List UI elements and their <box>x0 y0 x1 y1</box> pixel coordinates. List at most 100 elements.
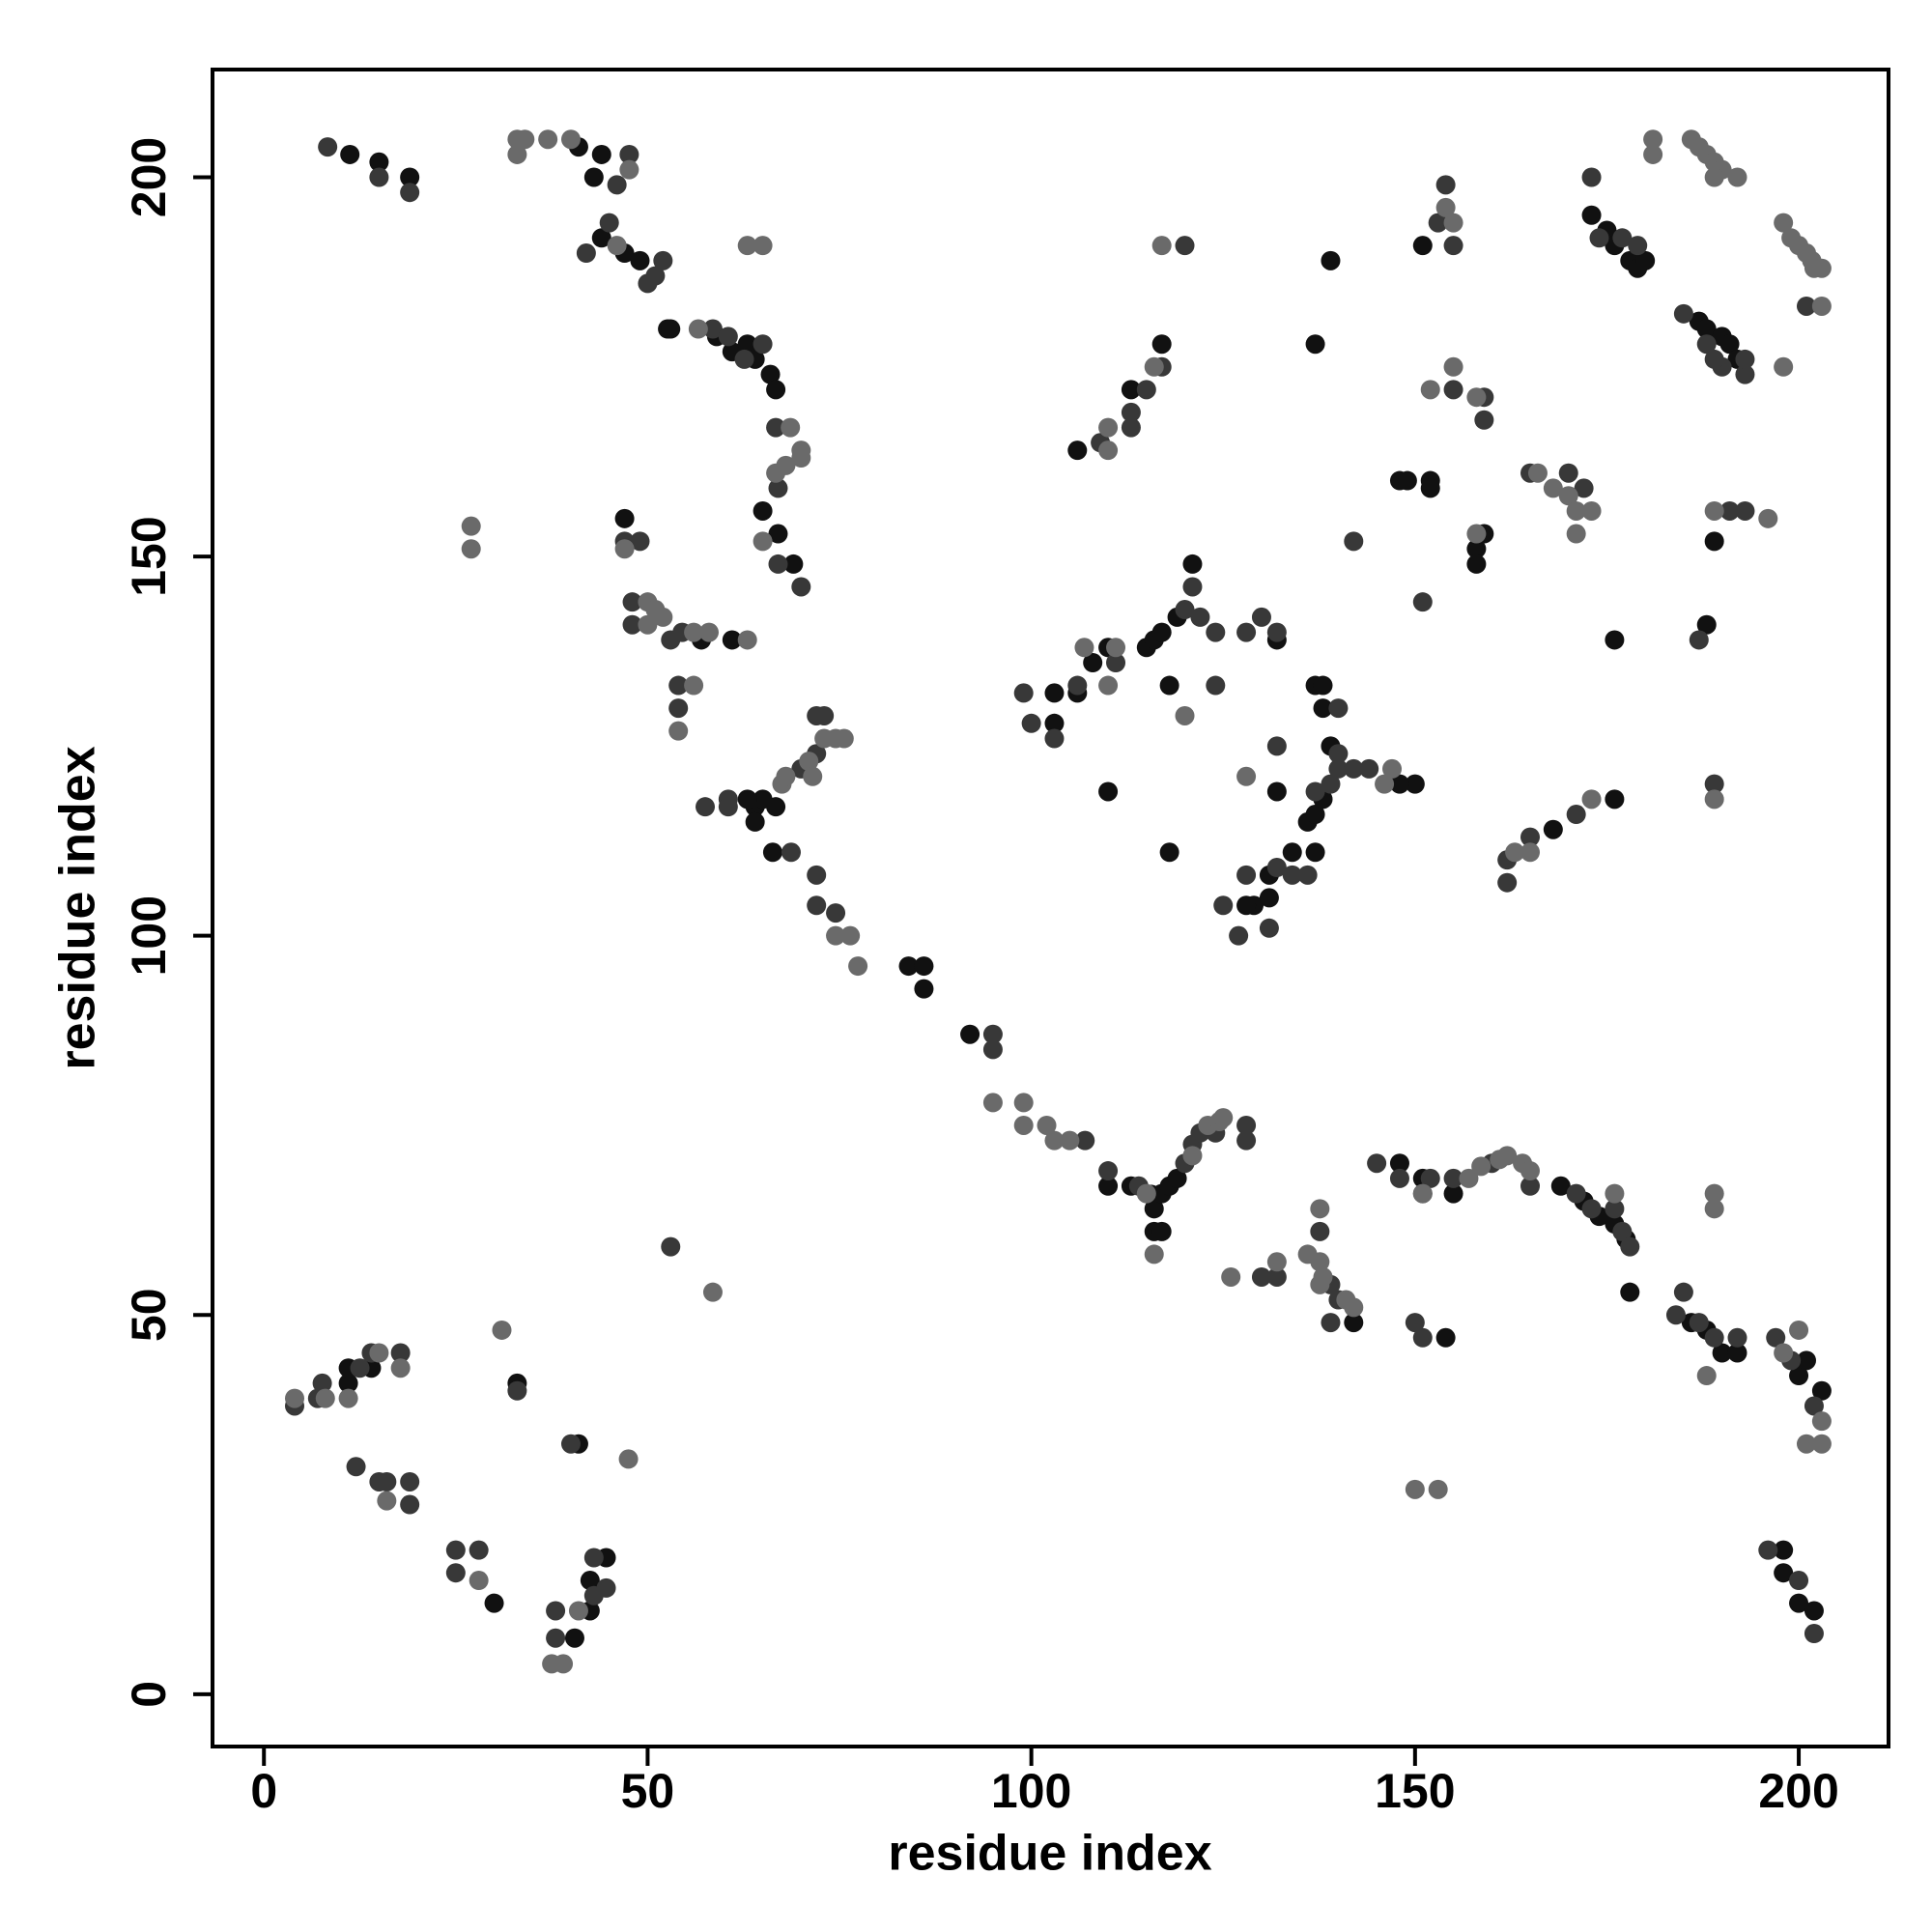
contact-point <box>445 1540 466 1560</box>
contact-point <box>1628 236 1648 256</box>
contact-point <box>1735 349 1755 369</box>
contact-point <box>1136 1183 1156 1204</box>
contact-point <box>1121 402 1141 422</box>
contact-point <box>668 721 689 741</box>
contact-point <box>1804 1601 1824 1621</box>
contact-point <box>1412 1327 1433 1348</box>
contact-point <box>702 319 723 339</box>
contact-point <box>1106 652 1126 672</box>
contact-point <box>1420 478 1440 498</box>
contact-point <box>369 167 389 187</box>
contact-point <box>1389 774 1409 794</box>
contact-point <box>1266 857 1287 877</box>
contact-point <box>745 811 765 832</box>
contact-point <box>1013 1093 1034 1113</box>
contact-point <box>607 175 627 195</box>
contact-point <box>1098 1176 1119 1196</box>
contact-point <box>1412 236 1433 256</box>
contact-point <box>1612 228 1633 248</box>
contact-point <box>1428 1479 1448 1499</box>
contact-point <box>1566 500 1586 521</box>
contact-point <box>1375 774 1395 794</box>
contact-point <box>583 167 604 187</box>
y-tick-label: 50 <box>122 1288 176 1342</box>
contact-point <box>1550 1176 1571 1196</box>
contact-point <box>1213 1108 1234 1128</box>
contact-point <box>1098 675 1119 696</box>
contact-point <box>766 797 786 817</box>
contact-point <box>702 1282 723 1302</box>
contact-point <box>1719 500 1740 521</box>
y-tick-label: 200 <box>122 137 176 217</box>
contact-point <box>1796 296 1816 316</box>
contact-point <box>546 1601 566 1621</box>
contact-point <box>1689 630 1709 650</box>
contact-point <box>1704 349 1724 369</box>
contact-point <box>1313 675 1333 696</box>
contact-point <box>1696 334 1717 355</box>
contact-point <box>1310 1274 1330 1294</box>
contact-point <box>1344 531 1364 552</box>
contact-point <box>1704 1199 1724 1219</box>
contact-point <box>350 1358 370 1378</box>
contact-point <box>661 1236 681 1257</box>
x-axis-label: residue index <box>888 1826 1211 1882</box>
contact-point <box>1044 728 1065 749</box>
contact-point <box>1443 1168 1463 1188</box>
contact-point <box>340 144 360 164</box>
contact-point <box>1159 675 1179 696</box>
contact-point <box>1558 486 1578 506</box>
contact-point <box>826 925 846 946</box>
contact-point <box>377 1471 397 1492</box>
contact-point <box>753 334 773 355</box>
contact-point <box>1328 744 1349 764</box>
contact-point <box>1013 683 1034 703</box>
contact-point <box>1151 1221 1172 1241</box>
contact-point <box>614 539 635 559</box>
contact-point <box>826 903 846 923</box>
contact-point <box>807 705 827 725</box>
contact-point <box>1121 417 1141 438</box>
contact-point <box>369 1343 389 1363</box>
contact-point <box>783 554 804 574</box>
contact-point <box>285 1388 305 1408</box>
contact-point <box>1774 1540 1794 1560</box>
contact-point <box>1643 129 1663 150</box>
contact-point <box>1581 500 1602 521</box>
contact-point <box>1589 228 1609 248</box>
contact-point <box>1236 1115 1257 1135</box>
contact-point <box>1443 1183 1463 1204</box>
contact-point <box>1236 1130 1257 1151</box>
contact-point <box>1774 1343 1794 1363</box>
contact-point <box>1497 1146 1518 1166</box>
contact-point <box>1673 303 1693 324</box>
contact-point <box>914 956 934 977</box>
contact-point <box>1206 622 1226 642</box>
contact-point <box>1151 236 1172 256</box>
contact-point <box>1735 364 1755 384</box>
contact-point <box>1435 175 1456 195</box>
contact-point <box>1581 167 1602 187</box>
contact-point <box>1221 1266 1241 1287</box>
contact-point <box>607 236 627 256</box>
contact-point <box>1789 1571 1809 1591</box>
contact-point <box>400 167 420 187</box>
contact-point <box>1098 440 1119 461</box>
contact-point <box>698 622 719 642</box>
contact-point <box>1505 842 1525 863</box>
contact-point <box>645 266 666 286</box>
contact-point <box>1474 410 1494 430</box>
contact-point <box>576 243 596 264</box>
contact-point <box>622 592 642 612</box>
contact-point <box>1297 865 1318 885</box>
y-axis-label: residue index <box>50 746 106 1069</box>
contact-point <box>1466 387 1487 408</box>
x-tick-label: 50 <box>621 1764 675 1818</box>
contact-point <box>768 524 788 544</box>
contact-point <box>1558 463 1578 483</box>
contact-point <box>1344 1313 1364 1333</box>
contact-point <box>1405 774 1425 794</box>
contact-point <box>1266 1266 1287 1287</box>
contact-point <box>737 789 757 810</box>
contact-point <box>834 728 854 749</box>
